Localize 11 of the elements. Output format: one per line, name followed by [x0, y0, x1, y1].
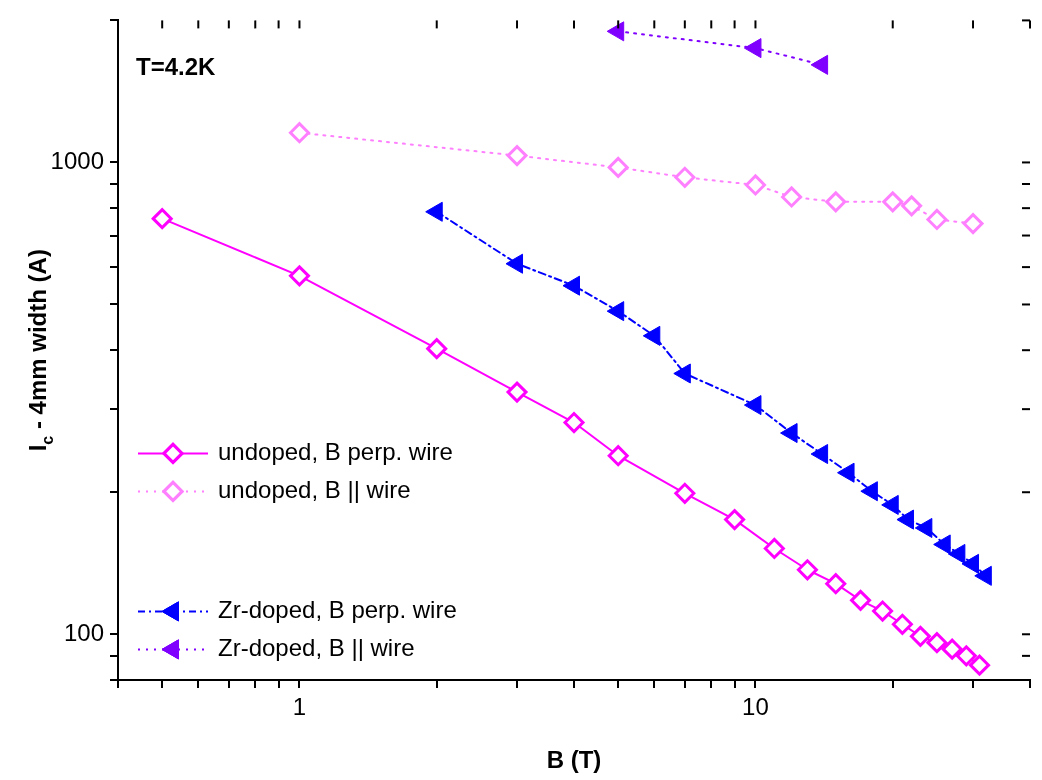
annotation: T=4.2K — [136, 53, 217, 81]
x-tick-label: 1 — [292, 693, 307, 721]
y-tick-label: 1000 — [50, 147, 104, 175]
y-tick-label: 100 — [63, 618, 104, 646]
legend-label: Zr-doped, B perp. wire — [218, 596, 457, 624]
x-tick-label: 10 — [742, 693, 769, 721]
legend-label: undoped, B perp. wire — [218, 438, 453, 466]
legend-label: Zr-doped, B || wire — [218, 634, 415, 662]
y-axis-title: Ic - 4mm width (A) — [24, 249, 56, 452]
legend-label: undoped, B || wire — [218, 476, 411, 504]
x-axis-title: B (T) — [546, 746, 602, 774]
